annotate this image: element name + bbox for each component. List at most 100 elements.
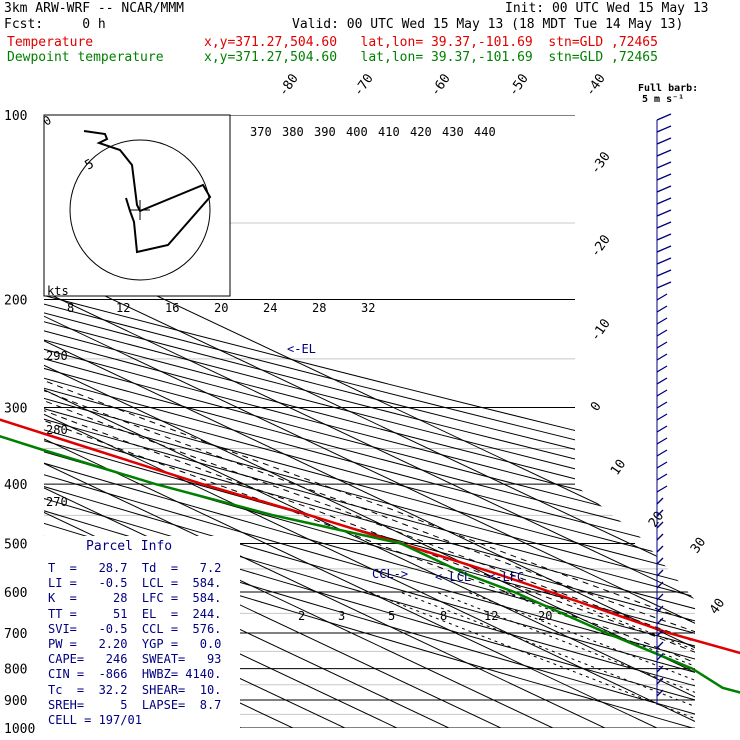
dry-adiabat (44, 115, 695, 728)
hodograph-speed-label-20: 20 (214, 301, 228, 315)
parcel-row: SVI= -0.5 CCL = 576. (48, 621, 222, 636)
theta-label-370: 370 (250, 125, 272, 139)
legend-dewpoint: Dewpoint temperature (7, 50, 164, 65)
dry-adiabat (44, 115, 695, 728)
theta-label-380: 380 (282, 125, 304, 139)
pressure-label-600: 600 (4, 586, 27, 601)
isotherm (44, 115, 477, 728)
lcl-annotation: <-LCL (435, 570, 471, 584)
wind-barb (656, 389, 668, 397)
wind-barb (656, 305, 668, 313)
isotherm-label-30: 30 (688, 535, 709, 556)
wind-barb (656, 245, 672, 253)
parcel-row: CAPE= 246 SWEAT= 93 (48, 652, 222, 667)
wind-barb (656, 581, 664, 589)
wind-barb (656, 401, 668, 409)
mixing-ratio-label-20: 20 (538, 609, 552, 623)
hodograph-speed-label-8: 8 (67, 301, 74, 315)
wind-barb (656, 365, 668, 373)
theta-side-label-270: 270 (46, 495, 68, 509)
wind-barb (656, 329, 668, 337)
isotherm-label--50: -50 (506, 71, 532, 99)
wind-barb (656, 689, 664, 697)
isotherm (44, 115, 685, 728)
dry-adiabat (44, 115, 695, 728)
wind-barb (656, 473, 668, 481)
isotherm (44, 115, 695, 728)
mixing-ratio-label-12: 12 (484, 609, 498, 623)
wind-barb (656, 353, 668, 361)
pressure-label-800: 800 (4, 663, 27, 678)
dry-adiabat (44, 115, 695, 728)
mixing-ratio-label-3: 3 (338, 609, 345, 623)
wind-barb (656, 257, 672, 265)
hodograph-speed-label-12: 12 (116, 301, 130, 315)
dewpoint-trace (0, 434, 740, 694)
theta-label-390: 390 (314, 125, 336, 139)
theta-label-410: 410 (378, 125, 400, 139)
pressure-label-500: 500 (4, 537, 27, 552)
wind-barb (656, 617, 664, 625)
el-annotation: <-EL (287, 342, 316, 356)
barb-legend-title: Full barb: (638, 83, 699, 94)
theta-label-440: 440 (474, 125, 496, 139)
mixing-ratio-label-2: 2 (298, 609, 305, 623)
dry-adiabat (44, 115, 695, 728)
pressure-label-400: 400 (4, 478, 27, 493)
dry-adiabat (44, 115, 695, 728)
barb-legend-unit: 5 m s⁻¹ (642, 94, 685, 105)
pressure-label-300: 300 (4, 401, 27, 416)
hodograph-speed-label-28: 28 (312, 301, 326, 315)
isotherm (44, 115, 695, 728)
isotherm-label-10: 10 (608, 457, 629, 478)
wind-barb (656, 677, 664, 685)
dry-adiabat (44, 115, 695, 728)
isotherm-label--70: -70 (351, 71, 377, 99)
parcel-row: CIN = -866 HWBZ= 4140. (48, 667, 222, 682)
isotherm (44, 115, 695, 728)
hodograph-kts-label: kts (47, 284, 69, 298)
isotherm-label-40: 40 (707, 596, 728, 617)
model-title: 3km ARW-WRF -- NCAR/MMM (4, 1, 185, 16)
dry-adiabat (44, 115, 695, 728)
valid-time: Valid: 00 UTC Wed 15 May 13 (18 MDT Tue … (292, 17, 684, 32)
dry-adiabat (44, 115, 695, 728)
pressure-label-900: 900 (4, 694, 27, 709)
wind-barb (656, 137, 672, 145)
wind-barb (656, 569, 664, 577)
parcel-row: SREH= 5 LAPSE= 8.7 (48, 697, 222, 712)
dry-adiabat (44, 115, 695, 728)
theta-side-label-290: 290 (46, 349, 68, 363)
init-time: Init: 00 UTC Wed 15 May 13 (505, 1, 709, 16)
mixing-ratio-label-5: 5 (388, 609, 395, 623)
isotherm (44, 115, 695, 728)
wind-barb (656, 209, 672, 217)
hodograph-speed-label-32: 32 (361, 301, 375, 315)
theta-side-label-280: 280 (46, 423, 68, 437)
wind-barb (656, 341, 668, 349)
wind-barb (656, 485, 668, 493)
isotherm-label--80: -80 (276, 71, 302, 99)
wind-barb (656, 221, 672, 229)
wind-barb (656, 521, 664, 529)
hodograph-trace (83, 130, 212, 254)
theta-label-420: 420 (410, 125, 432, 139)
wind-barb (656, 233, 672, 241)
parcel-row: Tc = 32.2 SHEAR= 10. (48, 682, 222, 697)
theta-label-430: 430 (442, 125, 464, 139)
wind-barb (656, 185, 672, 193)
wind-barb (656, 629, 664, 637)
dry-adiabat (44, 115, 695, 728)
wind-barb (656, 437, 668, 445)
isotherm (44, 115, 695, 728)
wind-barb (656, 173, 672, 181)
hodograph-speed-label-16: 16 (165, 301, 179, 315)
wind-barb (656, 413, 668, 421)
wind-barb (656, 125, 672, 133)
isotherm-label-0: 0 (588, 399, 605, 414)
pressure-label-100: 100 (4, 109, 27, 124)
wind-barb (656, 197, 672, 205)
location-temperature: x,y=371.27,504.60 lat,lon= 39.37,-101.69… (204, 35, 658, 50)
isotherm (44, 115, 529, 728)
